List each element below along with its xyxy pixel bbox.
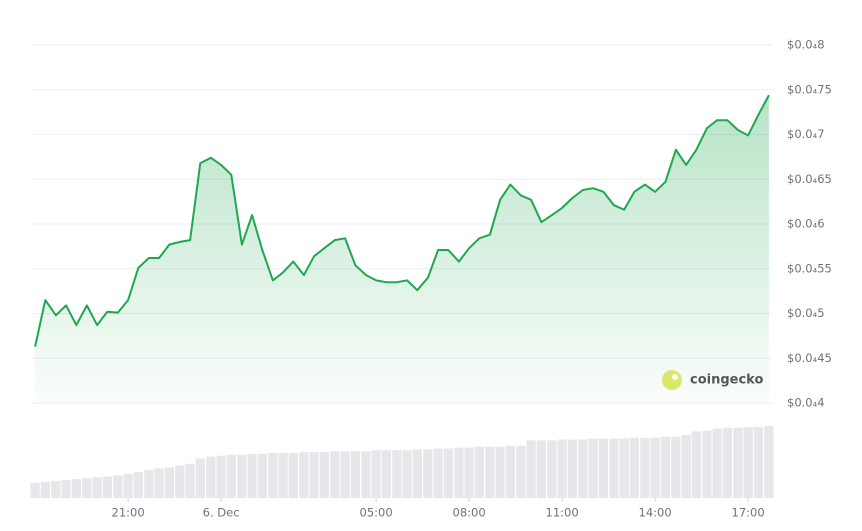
volume-bar <box>547 440 557 498</box>
y-tick-label: $0.0₄45 <box>787 351 832 365</box>
volume-bar <box>237 454 247 498</box>
volume-bar <box>392 450 402 498</box>
volume-bar <box>195 458 205 498</box>
volume-bar <box>485 446 495 498</box>
volume-bar <box>454 447 464 498</box>
volume-bar <box>753 426 763 498</box>
volume-bar <box>557 439 567 498</box>
volume-bar <box>619 438 629 498</box>
volume-bar <box>226 454 236 498</box>
plot <box>34 94 770 403</box>
volume-bar <box>361 451 371 498</box>
volume-bar <box>660 436 670 498</box>
volume-bar <box>40 481 50 498</box>
volume-bar <box>164 467 174 498</box>
volume-bar <box>288 453 298 498</box>
volume-bar <box>464 447 474 498</box>
y-tick-label: $0.0₄75 <box>787 82 832 96</box>
volume-bar <box>330 451 340 498</box>
volume-bar <box>495 446 505 498</box>
volume-bar <box>309 452 319 498</box>
volume-bar <box>144 470 154 498</box>
volume-bar <box>82 478 92 498</box>
volume-bar <box>102 476 112 498</box>
volume-bar <box>516 445 526 498</box>
x-tick-label: 14:00 <box>639 506 672 520</box>
y-tick-label: $0.0₄6 <box>787 217 825 231</box>
x-tick-label: 05:00 <box>360 506 393 520</box>
volume-bar <box>443 448 453 498</box>
volume-bar <box>423 449 433 498</box>
volume-bar <box>247 453 257 498</box>
watermark-text: coingecko <box>690 373 763 388</box>
volume-bar <box>206 456 216 498</box>
volume-bar <box>733 427 743 498</box>
volume-bar <box>691 431 701 498</box>
volume-bar <box>268 453 278 498</box>
volume-bar <box>526 440 536 498</box>
volume-bar <box>92 477 102 498</box>
x-tick-label: 08:00 <box>453 506 486 520</box>
x-tick-label: 17:00 <box>732 506 765 520</box>
volume-bar <box>578 439 588 498</box>
y-tick-label: $0.0₄4 <box>787 396 825 410</box>
volume-bars <box>30 426 774 498</box>
volume-bar <box>350 451 360 498</box>
volume-bar <box>650 437 660 498</box>
volume-bar <box>609 438 619 498</box>
volume-bar <box>381 450 391 498</box>
volume-bar <box>123 473 133 498</box>
volume-bar <box>175 465 185 498</box>
volume-bar <box>588 438 598 498</box>
volume-bar <box>412 449 422 498</box>
watermark: coingecko <box>662 370 763 390</box>
volume-bar <box>640 437 650 498</box>
volume-bar <box>764 426 774 498</box>
volume-bar <box>567 439 577 498</box>
volume-bar <box>154 468 164 498</box>
volume-bar <box>185 463 195 498</box>
volume-bar <box>598 438 608 498</box>
x-tick-label: 6. Dec <box>203 506 240 520</box>
volume-bar <box>402 450 412 498</box>
volume-bar <box>113 475 123 498</box>
y-tick-label: $0.0₄7 <box>787 127 825 141</box>
volume-bar <box>671 436 681 498</box>
volume-bar <box>216 455 226 498</box>
volume-bar <box>433 448 443 498</box>
y-tick-label: $0.0₄65 <box>787 172 832 186</box>
volume-bar <box>505 445 515 498</box>
volume-bar <box>319 452 329 498</box>
volume-bar <box>71 479 81 498</box>
price-line <box>34 94 770 347</box>
volume-bar <box>629 437 639 498</box>
volume-bar <box>743 426 753 498</box>
logo-eye <box>672 374 678 380</box>
volume-bar <box>133 471 143 498</box>
y-tick-label: $0.0₄55 <box>787 261 832 275</box>
volume-bar <box>340 451 350 498</box>
logo <box>662 370 682 390</box>
volume-bar <box>722 427 732 498</box>
x-tick-label: 21:00 <box>112 506 145 520</box>
y-tick-label: $0.0₄8 <box>787 38 825 52</box>
volume-bar <box>51 480 61 498</box>
volume-bar <box>278 453 288 498</box>
volume-bar <box>702 430 712 498</box>
volume-bar <box>30 482 40 498</box>
area <box>35 95 769 403</box>
y-tick-label: $0.0₄5 <box>787 306 825 320</box>
volume-bar <box>712 428 722 498</box>
volume-bar <box>681 435 691 498</box>
volume-bar <box>61 480 71 498</box>
volume-bar <box>536 440 546 498</box>
volume-bar <box>371 450 381 498</box>
x-tick-label: 11:00 <box>546 506 579 520</box>
volume-bar <box>257 453 267 498</box>
volume-bar <box>299 452 309 498</box>
volume-bar <box>474 446 484 498</box>
